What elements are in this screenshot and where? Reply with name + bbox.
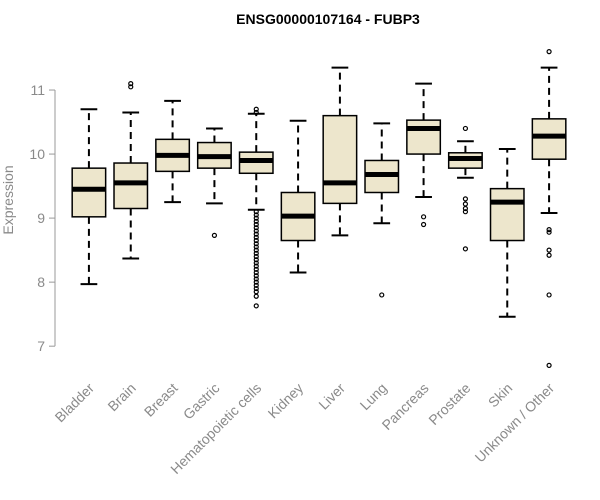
y-tick-label: 10 xyxy=(29,146,45,162)
x-tick-label: Brain xyxy=(104,380,138,414)
outlier-point xyxy=(547,253,551,257)
outlier-point xyxy=(254,304,258,308)
x-tick-label: Breast xyxy=(141,380,181,420)
box-group xyxy=(532,50,565,368)
outlier-point xyxy=(547,363,551,367)
outlier-point xyxy=(422,215,426,219)
box-group xyxy=(240,107,273,308)
x-tick-label: Pancreas xyxy=(379,380,432,433)
box-group xyxy=(449,126,482,250)
x-tick-label: Skin xyxy=(485,380,516,411)
outlier-point xyxy=(547,293,551,297)
y-tick-label: 9 xyxy=(37,210,45,226)
y-axis: 7 8 9 10 11 xyxy=(29,82,55,354)
x-tick-label: Liver xyxy=(315,380,348,413)
x-tick-label: Lung xyxy=(357,380,390,413)
boxplot-chart: ENSG00000107164 - FUBP3 Expression 7 8 9 10… xyxy=(0,0,600,500)
outlier-point xyxy=(212,233,216,237)
box-group xyxy=(114,82,147,259)
outlier-point xyxy=(380,293,384,297)
outlier-point xyxy=(463,126,467,130)
box-group xyxy=(72,109,105,284)
x-tick-label: Prostate xyxy=(425,380,473,428)
chart-title: ENSG00000107164 - FUBP3 xyxy=(236,11,420,27)
y-tick-label: 8 xyxy=(37,274,45,290)
x-tick-label: Unknown / Other xyxy=(472,380,558,466)
box-series xyxy=(72,50,566,368)
box-iqr xyxy=(72,168,105,217)
box-iqr xyxy=(532,119,565,159)
y-tick-label: 11 xyxy=(30,82,45,98)
outlier-point xyxy=(254,294,258,298)
outlier-point xyxy=(547,248,551,252)
outlier-point xyxy=(129,82,133,86)
box-group xyxy=(491,149,524,317)
box-group xyxy=(407,84,440,227)
box-iqr xyxy=(407,120,440,154)
outlier-point xyxy=(463,247,467,251)
box-group xyxy=(365,123,398,297)
outlier-point xyxy=(463,197,467,201)
x-tick-label: Bladder xyxy=(52,380,98,426)
box-group xyxy=(198,128,231,237)
y-axis-title: Expression xyxy=(0,165,16,234)
box-group xyxy=(281,121,314,273)
box-iqr xyxy=(114,163,147,208)
y-tick-label: 7 xyxy=(37,338,45,354)
box-iqr xyxy=(323,116,356,204)
box-group xyxy=(323,68,356,236)
box-iqr xyxy=(491,189,524,241)
outlier-point xyxy=(422,223,426,227)
outlier-point xyxy=(547,50,551,54)
x-tick-label: Kidney xyxy=(265,380,307,422)
outlier-point xyxy=(254,107,258,111)
outlier-point xyxy=(463,202,467,206)
box-group xyxy=(156,101,189,202)
